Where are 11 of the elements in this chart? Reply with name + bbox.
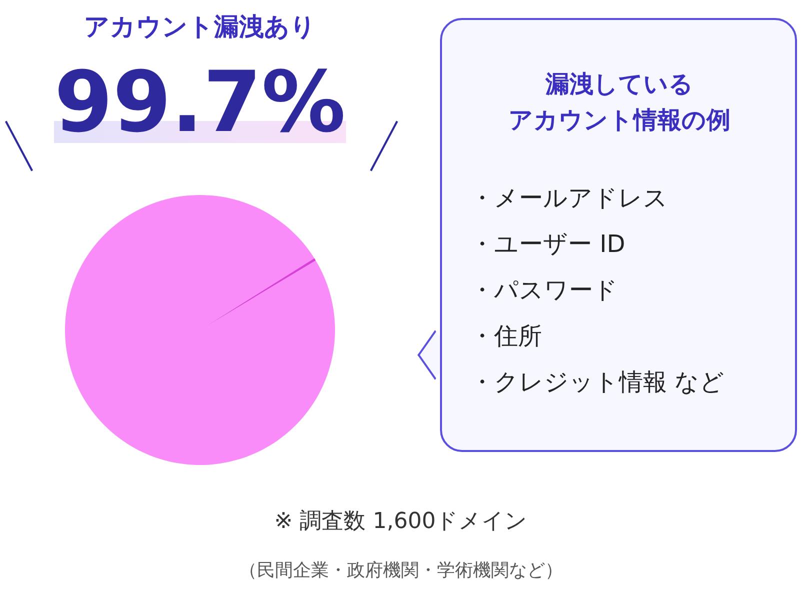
text: ・住所: [470, 321, 543, 352]
text: ・パスワード: [470, 275, 619, 306]
text: ・ユーザー ID: [470, 229, 626, 260]
text: ・メールアドレス: [470, 183, 669, 214]
text: 漏洩している: [544, 69, 694, 100]
text: ・クレジット情報 など: [470, 367, 726, 398]
text: ※ 調査数 1,600ドメイン: [273, 508, 529, 536]
slice-label: アカウント漏洩あり: [83, 11, 317, 43]
text: アカウント情報の例: [508, 105, 732, 136]
data-label: 99.7%: [54, 53, 346, 151]
text: （民間企業・政府機関・学術機関など）: [238, 559, 564, 582]
